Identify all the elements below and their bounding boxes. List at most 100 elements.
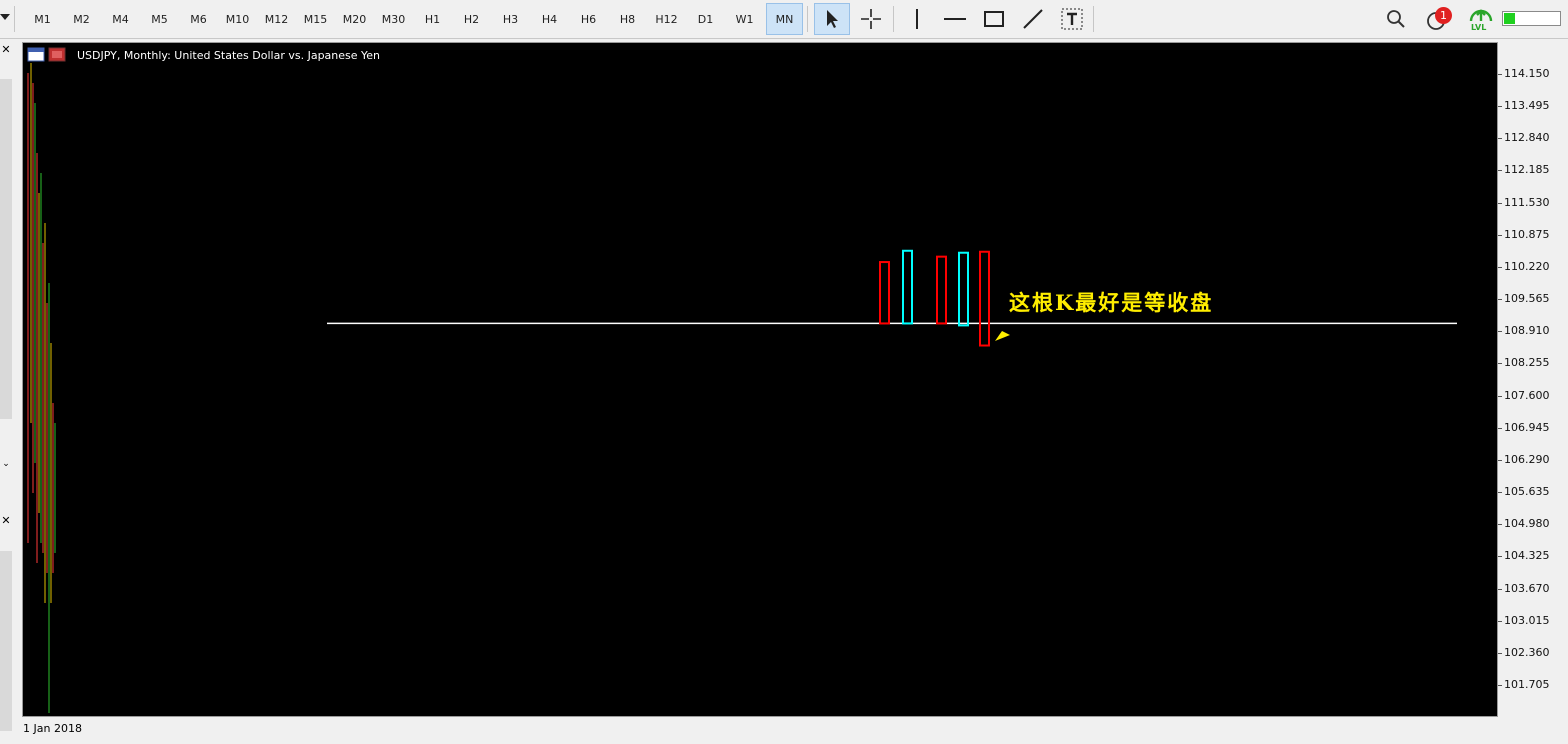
signal-level-icon [1469,9,1493,22]
vertical-line-tool-button[interactable] [899,3,935,35]
price-axis-tick [1498,331,1502,332]
candle-bear [979,250,990,347]
timeframe-h4-button[interactable]: H4 [541,12,558,26]
crosshair-tool-button[interactable] [853,3,889,35]
timeframe-h12-button[interactable]: H12 [655,12,678,26]
price-axis-label: 108.255 [1504,356,1550,369]
price-axis-tick [1498,106,1502,107]
connection-status-bar [1502,11,1561,26]
timeframe-m12-button[interactable]: M12 [264,12,289,26]
price-axis-label: 111.530 [1504,196,1550,209]
timeframe-mn-button[interactable]: MN [766,3,803,35]
arrow-cursor-icon [827,10,838,28]
price-axis-tick [1498,492,1502,493]
chevron-down-icon[interactable]: ⌄ [2,459,10,469]
text-tool-button[interactable] [1054,3,1090,35]
price-axis-label: 109.565 [1504,292,1550,305]
price-axis-label: 112.185 [1504,163,1550,176]
timeframe-m4-button[interactable]: M4 [112,12,129,26]
price-axis-tick [1498,267,1502,268]
price-axis-label: 102.360 [1504,646,1550,659]
price-axis-label: 107.600 [1504,389,1550,402]
price-axis-tick [1498,621,1502,622]
time-axis[interactable]: 1 Jan 2018 [22,718,1498,744]
timeframe-m6-button[interactable]: M6 [190,12,207,26]
annotation-arrow [995,331,1010,341]
price-chart[interactable]: USDJPY, Monthly: United States Dollar vs… [22,42,1498,717]
candle-bear [936,255,947,325]
price-axis-tick [1498,235,1502,236]
price-axis-tick [1498,396,1502,397]
lvl-label: LVL [1471,23,1487,32]
toolbar-dropdown-arrow[interactable] [0,14,10,20]
trendline-tool-button[interactable] [1015,3,1051,35]
chart-annotation-text: 这根K最好是等收盘 [1009,290,1214,315]
search-icon [1387,10,1405,28]
rectangle-tool-button[interactable] [976,3,1012,35]
candle-bull [902,249,913,325]
timeframe-d1-button[interactable]: D1 [697,12,714,26]
price-axis-tick [1498,556,1502,557]
timeframe-m1-button[interactable]: M1 [34,12,51,26]
price-axis[interactable]: 114.150 113.495 112.840 112.185 111.530 110.8… [1498,42,1568,717]
rectangle-icon [984,11,1004,27]
toolbar-separator [807,6,808,32]
horizontal-line-tool-button[interactable] [937,3,973,35]
search-button[interactable] [1378,3,1414,35]
price-axis-label: 108.910 [1504,324,1550,337]
left-panel-strip: ✕ ⌄ ✕ [0,39,22,744]
price-axis-tick [1498,653,1502,654]
price-axis-label: 114.150 [1504,67,1550,80]
cursor-tool-button[interactable] [814,3,850,35]
price-axis-tick [1498,524,1502,525]
left-panel-scrollbar[interactable] [0,551,12,731]
price-axis-label: 106.290 [1504,453,1550,466]
price-axis-label: 103.670 [1504,582,1550,595]
text-icon [1061,8,1083,30]
price-axis-tick [1498,299,1502,300]
chart-canvas [27,63,1457,713]
timeframe-h1-button[interactable]: H1 [424,12,441,26]
toolbar-separator [1093,6,1094,32]
crosshair-icon [861,9,881,29]
timeframe-m10-button[interactable]: M10 [225,12,250,26]
price-axis-tick [1498,363,1502,364]
lvl-button[interactable]: LVL [1466,5,1496,35]
price-axis-tick [1498,428,1502,429]
price-axis-label: 103.015 [1504,614,1550,627]
candle-bear [879,261,890,325]
price-axis-tick [1498,170,1502,171]
timeframe-h8-button[interactable]: H8 [619,12,636,26]
timeframe-h3-button[interactable]: H3 [502,12,519,26]
price-axis-label: 110.875 [1504,228,1550,241]
price-axis-label: 101.705 [1504,678,1550,691]
historical-price-wicks [27,63,56,713]
notifications-button[interactable]: 1 [1420,3,1456,35]
connection-status-fill [1504,13,1515,24]
price-axis-tick [1498,203,1502,204]
timeframe-m15-button[interactable]: M15 [303,12,328,26]
toolbar-separator [14,6,15,32]
close-icon[interactable]: ✕ [1,43,11,56]
close-icon[interactable]: ✕ [1,514,11,527]
time-axis-date-label: 1 Jan 2018 [23,722,82,735]
candle-bull [958,251,969,327]
price-axis-label: 112.840 [1504,131,1550,144]
timeframe-h6-button[interactable]: H6 [580,12,597,26]
timeframe-m5-button[interactable]: M5 [151,12,168,26]
trendline-icon [1023,9,1043,29]
toolbar-separator [893,6,894,32]
price-axis-label: 104.980 [1504,517,1550,530]
timeframe-h2-button[interactable]: H2 [463,12,480,26]
left-panel-scrollbar[interactable] [0,79,12,419]
price-axis-label: 105.635 [1504,485,1550,498]
price-axis-tick [1498,74,1502,75]
price-axis-tick [1498,138,1502,139]
price-axis-tick [1498,685,1502,686]
timeframe-w1-button[interactable]: W1 [735,12,754,26]
timeframe-m2-button[interactable]: M2 [73,12,90,26]
timeframe-m20-button[interactable]: M20 [342,12,367,26]
notification-count-badge: 1 [1435,7,1452,24]
price-axis-tick [1498,460,1502,461]
timeframe-m30-button[interactable]: M30 [381,12,406,26]
